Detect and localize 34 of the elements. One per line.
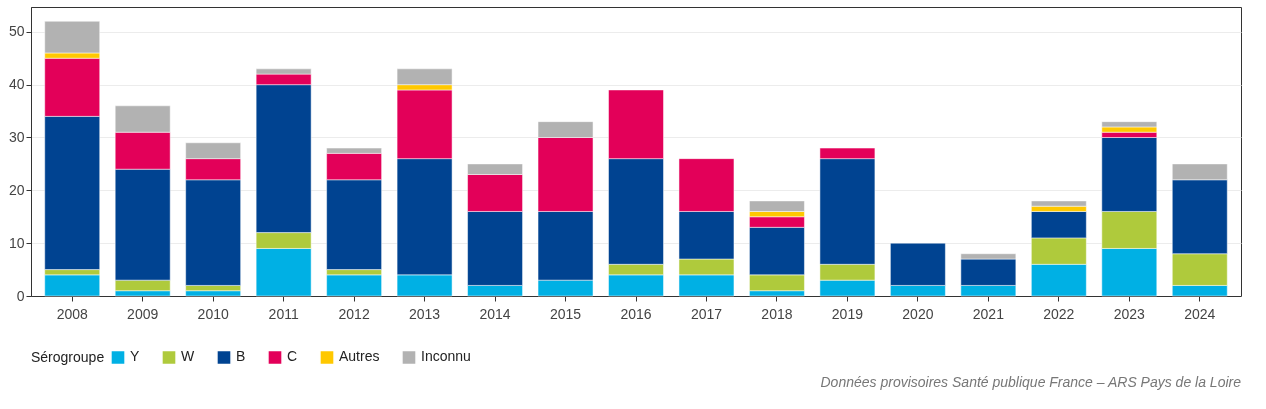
legend-label: Y: [130, 348, 140, 365]
text: Données provisoires Santé publique France – ARS Pays de la Loire: [820, 374, 1242, 390]
x-tick-label: 2014: [479, 305, 511, 322]
y-tick-label: 30: [8, 129, 25, 145]
y-tick-label: 50: [8, 23, 25, 40]
legend-label: C: [287, 348, 298, 365]
y-tick-label: 20: [8, 181, 25, 198]
x-tick-label: 2024: [1184, 305, 1216, 322]
x-tick-label: 2009: [127, 305, 159, 322]
legend-label: Inconnu: [421, 348, 471, 365]
x-tick-label: 2018: [761, 305, 793, 322]
x-tick-label: 2008: [56, 305, 89, 322]
x-tick-label: 2020: [902, 305, 934, 322]
legend-label: B: [236, 348, 246, 365]
y-tick-label: 40: [8, 76, 25, 93]
legend-label: W: [181, 348, 195, 365]
x-tick-label: 2015: [549, 305, 582, 322]
x-tick-label: 2011: [268, 305, 299, 322]
x-tick-label: 2010: [197, 305, 229, 322]
bar: [44, 274, 100, 297]
legend-label: Autres: [339, 348, 380, 365]
bar: [185, 290, 241, 297]
bar: [326, 274, 382, 297]
x-tick-label: 2017: [690, 305, 723, 322]
legend-title: Sérogroupe: [31, 349, 105, 365]
y-tick-label: 0: [16, 287, 25, 304]
y-tick-label: 10: [8, 234, 25, 251]
x-tick-label: 2012: [338, 305, 370, 322]
x-tick-label: 2021: [972, 305, 1005, 322]
x-tick-label: 2013: [409, 305, 441, 322]
x-tick-label: 2019: [831, 305, 864, 322]
x-tick-label: 2022: [1043, 305, 1075, 322]
x-tick-label: 2023: [1113, 305, 1146, 322]
x-tick-label: 2016: [620, 305, 652, 322]
